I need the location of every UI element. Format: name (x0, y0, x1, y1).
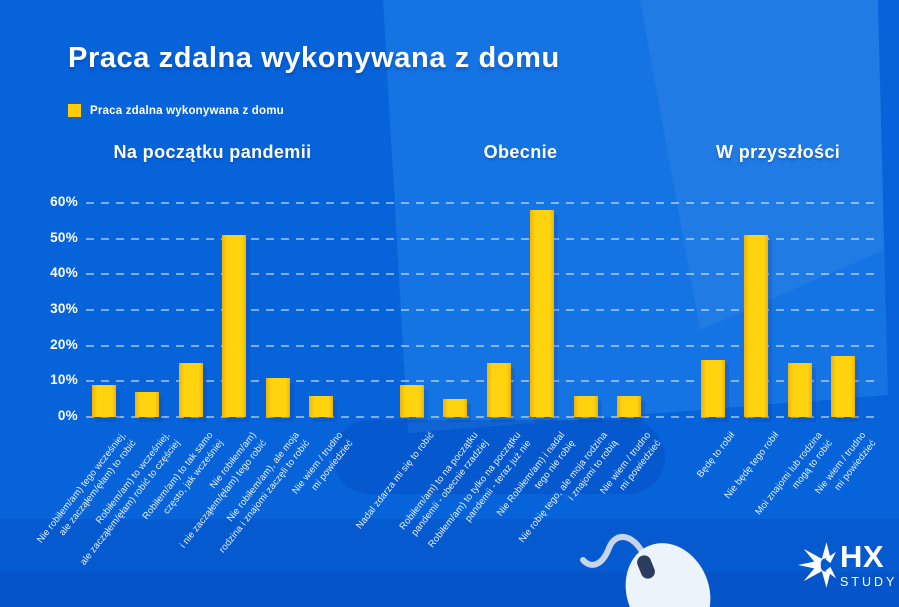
bar (701, 359, 725, 417)
bar (744, 235, 769, 417)
y-axis-tick-label: 60% (50, 193, 78, 209)
y-axis-tick-label: 0% (57, 408, 78, 423)
group-header-3: W przyszłości (715, 142, 841, 162)
laptop-base-pill-shape (333, 420, 665, 494)
bar (573, 395, 598, 417)
page-title: Praca zdalna wykonywana z domu (68, 42, 560, 74)
mouse-body (625, 543, 711, 607)
gridline-0 (86, 416, 878, 418)
bottom-edge-shape (0, 572, 899, 607)
bar (135, 392, 160, 417)
bar (265, 377, 290, 417)
bar (222, 235, 247, 417)
bar (400, 384, 424, 417)
bar (92, 384, 116, 417)
gridline-60 (86, 201, 878, 204)
mouse-scroll-wheel (637, 555, 655, 579)
bar (178, 363, 203, 417)
mouse-cable (580, 534, 649, 568)
bottom-band-shape (0, 519, 899, 607)
legend-label: Praca zdalna wykonywana z domu (90, 104, 284, 117)
group-header-2: Obecnie (483, 142, 558, 162)
bar (486, 363, 511, 417)
screen-highlight-shape (640, 0, 884, 330)
logo-sub-text: STUDY (840, 575, 898, 589)
bar (831, 356, 856, 417)
hx-study-logo: HX STUDY (798, 541, 897, 589)
bar (617, 395, 641, 417)
y-axis-tick-label: 30% (50, 300, 78, 316)
gridline-30 (86, 308, 878, 311)
gridline-40 (86, 273, 878, 276)
group-header-1: Na początku pandemii (113, 142, 312, 162)
bar (443, 399, 468, 417)
bar (530, 210, 555, 417)
hx-logo-starburst-icon (798, 542, 836, 588)
y-axis-tick-label: 20% (50, 336, 78, 352)
bar (309, 395, 333, 417)
legend-swatch-icon (68, 104, 81, 117)
y-axis-tick-label: 40% (50, 265, 78, 281)
bar (787, 363, 812, 417)
y-axis-tick-label: 50% (50, 229, 78, 245)
computer-mouse-illustration (580, 534, 711, 607)
gridline-50 (86, 237, 878, 240)
legend: Praca zdalna wykonywana z domu (68, 104, 284, 117)
gridline-10 (86, 380, 878, 383)
y-axis-tick-label: 10% (50, 372, 78, 388)
gridline-20 (86, 344, 878, 347)
logo-main-text: HX (840, 539, 885, 574)
